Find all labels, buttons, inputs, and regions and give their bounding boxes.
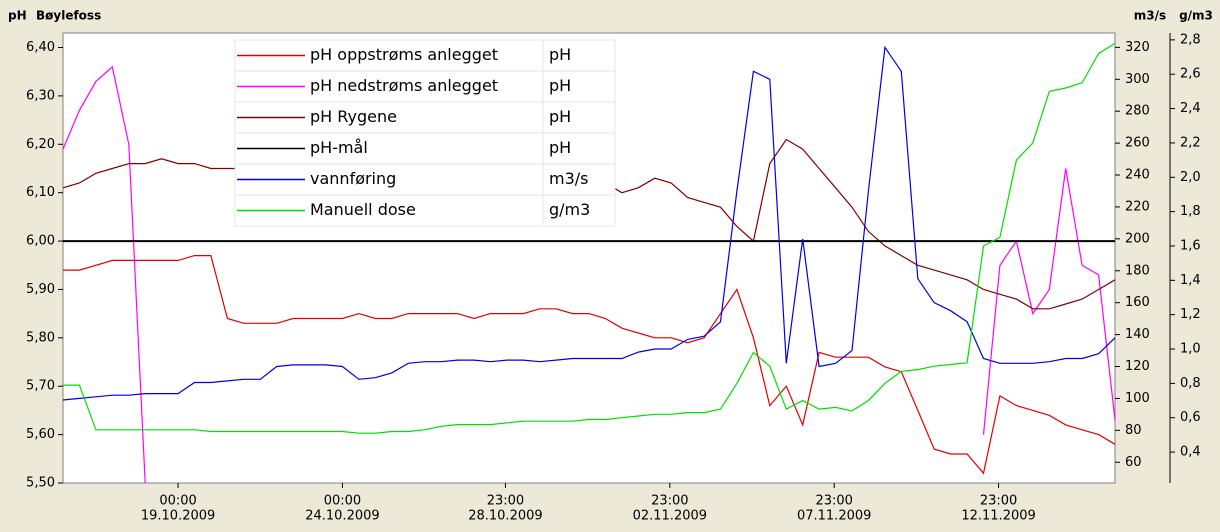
y3-tick-label: 0,4 <box>1180 445 1201 460</box>
y-tick-label: 6,40 <box>26 40 55 55</box>
y2-tick-label: 260 <box>1125 136 1150 151</box>
y-tick-label: 5,80 <box>26 330 55 345</box>
y2-axis-title: m3/s <box>1134 9 1166 23</box>
y3-tick-label: 1,8 <box>1180 204 1201 219</box>
legend-label: pH nedstrøms anlegget <box>310 76 498 95</box>
y3-tick-label: 1,6 <box>1180 238 1201 253</box>
y3-tick-label: 2,8 <box>1180 32 1201 47</box>
y-tick-label: 5,90 <box>26 282 55 297</box>
y3-axis-title: g/m3 <box>1179 9 1213 23</box>
y2-tick-label: 240 <box>1125 168 1150 183</box>
y2-tick-label: 320 <box>1125 40 1150 55</box>
lines <box>62 42 1116 484</box>
y3-tick-label: 1,4 <box>1180 273 1201 288</box>
y3-tick-label: 2,2 <box>1180 135 1201 150</box>
y2-tick-label: 300 <box>1125 72 1150 87</box>
y2-tick-label: 100 <box>1125 391 1150 406</box>
y-tick-label: 6,00 <box>26 234 55 249</box>
x-tick-label: 00:00 <box>159 494 196 509</box>
legend-label: pH Rygene <box>310 107 397 126</box>
x-tick-label: 24.10.2009 <box>305 509 379 524</box>
y2-tick-label: 60 <box>1125 455 1142 470</box>
legend-label: pH-mål <box>310 138 368 157</box>
y2-tick-label: 180 <box>1125 263 1150 278</box>
y3-tick-label: 0,8 <box>1180 376 1201 391</box>
y-tick-label: 5,60 <box>26 427 55 442</box>
y-tick-label: 6,20 <box>26 137 55 152</box>
y2-tick-label: 200 <box>1125 231 1150 246</box>
legend-unit: pH <box>549 45 571 64</box>
x-tick-label: 23:00 <box>980 494 1017 509</box>
y-tick-label: 6,30 <box>26 88 55 103</box>
y-tick-label: 6,10 <box>26 185 55 200</box>
y3-tick-label: 0,6 <box>1180 410 1201 425</box>
legend: pH oppstrøms anlegget pH pH nedstrøms anle… <box>234 39 616 227</box>
chart-title: Bøylefoss <box>36 9 101 23</box>
x-tick-label: 23:00 <box>815 494 852 509</box>
y3-tick-label: 2,0 <box>1180 170 1201 185</box>
legend-unit: pH <box>549 107 571 126</box>
x-tick-label: 07.11.2009 <box>797 509 871 524</box>
series-line <box>62 65 1116 484</box>
y3-tick-label: 1,2 <box>1180 307 1201 322</box>
y-tick-label: 5,50 <box>26 476 55 491</box>
y-tick-label: 5,70 <box>26 379 55 394</box>
legend-unit: g/m3 <box>549 200 590 219</box>
y2-tick-label: 140 <box>1125 327 1150 342</box>
y2-tick-label: 120 <box>1125 359 1150 374</box>
series-line <box>62 45 1116 401</box>
x-tick-label: 02.11.2009 <box>633 509 707 524</box>
legend-unit: pH <box>549 76 571 95</box>
y2-tick-label: 160 <box>1125 295 1150 310</box>
legend-label: vannføring <box>310 169 396 188</box>
y3-tick-label: 2,6 <box>1180 67 1201 82</box>
y2-tick-label: 80 <box>1125 423 1142 438</box>
x-tick-label: 19.10.2009 <box>141 509 215 524</box>
y3-tick-label: 1,0 <box>1180 342 1201 357</box>
series-line <box>63 255 1116 475</box>
legend-unit: pH <box>549 138 571 157</box>
legend-label: Manuell dose <box>310 200 416 219</box>
legend-label: pH oppstrøms anlegget <box>310 45 498 64</box>
y2-tick-label: 220 <box>1125 199 1150 214</box>
legend-unit: m3/s <box>549 169 589 188</box>
series-line <box>63 42 1116 434</box>
x-tick-label: 28.10.2009 <box>468 509 542 524</box>
y3-tick-label: 2,4 <box>1180 101 1201 116</box>
y-axis-title: pH <box>8 9 27 23</box>
x-tick-label: 23:00 <box>651 494 688 509</box>
x-tick-label: 23:00 <box>487 494 524 509</box>
x-tick-label: 00:00 <box>324 494 361 509</box>
y2-tick-label: 280 <box>1125 104 1150 119</box>
x-tick-label: 12.11.2009 <box>961 509 1035 524</box>
